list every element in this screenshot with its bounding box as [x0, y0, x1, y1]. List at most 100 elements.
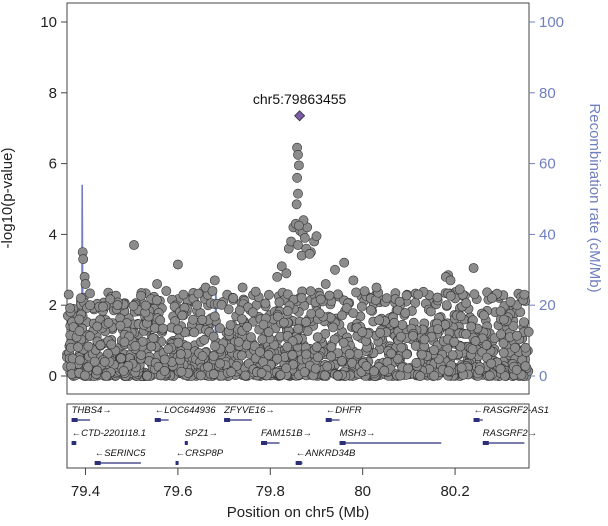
- snp-point: [275, 370, 286, 380]
- snp-point: [193, 288, 204, 299]
- snp-point: [401, 349, 412, 360]
- left-y-axis: 0 2 4 6 8 10: [40, 14, 67, 385]
- snp-point: [272, 271, 283, 282]
- snp-point: [237, 314, 247, 324]
- snp-point: [415, 371, 426, 381]
- snp-point: [159, 365, 170, 376]
- snp-point: [263, 349, 274, 360]
- snp-point: [281, 363, 292, 374]
- snp-point: [281, 268, 292, 279]
- snp-point: [159, 354, 170, 365]
- snp-point: [341, 303, 352, 313]
- y-tick-label: 8: [49, 85, 57, 102]
- snp-point: [395, 331, 406, 342]
- snp-point: [339, 257, 350, 268]
- snp-point: [233, 336, 244, 347]
- snp-point: [106, 339, 117, 350]
- plot-frame: [66, 2, 530, 395]
- gene-label: ←LOC644936: [155, 405, 216, 416]
- snp-point: [155, 315, 166, 326]
- snp-point: [163, 344, 174, 354]
- snp-point: [441, 300, 452, 310]
- snp-point: [65, 303, 75, 314]
- snp-point: [293, 160, 304, 171]
- snp-point: [225, 320, 236, 330]
- snp-point: [80, 279, 91, 289]
- snp-point: [128, 300, 139, 311]
- snp-point: [455, 311, 466, 322]
- snp-point: [151, 295, 162, 306]
- snp-point: [351, 287, 361, 298]
- snp-point: [361, 361, 372, 371]
- y-tick-label-right: 0: [539, 368, 547, 385]
- gene-label: ←CRSP8P: [176, 448, 224, 459]
- snp-point: [512, 330, 522, 341]
- snp-point: [447, 350, 458, 360]
- snp-point: [263, 289, 274, 300]
- snp-point: [467, 344, 478, 355]
- snp-point: [478, 310, 489, 321]
- snp-point: [293, 149, 303, 160]
- snp-point: [80, 370, 90, 381]
- gene-exon: [71, 418, 78, 422]
- snp-point: [523, 326, 534, 337]
- snp-point: [242, 321, 253, 332]
- snp-point: [353, 348, 364, 359]
- snp-point: [392, 353, 403, 364]
- snp-point: [326, 351, 337, 362]
- snp-point: [250, 286, 261, 297]
- gene-label: FAM151B→: [261, 428, 312, 439]
- snp-point: [432, 324, 443, 334]
- snp-point: [103, 317, 114, 328]
- snp-point: [173, 337, 184, 348]
- gene-label: ZFYVE16→: [223, 405, 275, 416]
- snp-point: [257, 334, 268, 345]
- snp-point: [216, 299, 227, 310]
- snp-point: [291, 199, 302, 210]
- snp-point: [508, 321, 519, 331]
- snp-point: [272, 353, 283, 364]
- snp-point: [189, 327, 199, 338]
- snp-point: [359, 286, 370, 296]
- snp-point: [175, 349, 186, 359]
- snp-point: [208, 331, 219, 342]
- lead-snp-layer: chr5:79863455: [253, 91, 347, 122]
- snp-point: [356, 301, 367, 312]
- snp-point: [118, 365, 129, 376]
- snp-point: [396, 342, 407, 353]
- snp-point: [116, 353, 126, 364]
- snp-point: [112, 300, 123, 310]
- snp-point: [279, 317, 289, 328]
- snp-point: [332, 370, 343, 381]
- x-tick-label: 79.6: [163, 483, 192, 500]
- snp-point: [85, 288, 95, 299]
- snp-point: [142, 370, 153, 381]
- snp-point: [287, 350, 298, 360]
- x-tick-label: 79.8: [256, 483, 285, 500]
- y-tick-label-right: 20: [539, 297, 556, 314]
- gene-label: ←ANKRD34B: [296, 448, 356, 459]
- snp-point: [282, 305, 293, 316]
- snp-point: [461, 298, 471, 308]
- snp-point: [74, 326, 85, 336]
- snp-point: [152, 279, 162, 289]
- snp-point: [320, 279, 331, 289]
- snp-point: [63, 289, 74, 300]
- snp-point: [505, 296, 516, 307]
- snp-point: [369, 366, 379, 377]
- snp-point: [310, 363, 321, 374]
- snp-point: [203, 361, 213, 372]
- snp-point: [374, 315, 385, 325]
- snp-point: [336, 356, 347, 366]
- snp-point: [140, 300, 151, 311]
- snp-point: [319, 370, 330, 381]
- snp-point: [311, 231, 322, 242]
- gene-track: THBS4→ ←LOC644936 ZFYVE16→ ←DHFR ←RASGRF2-AS…: [71, 405, 549, 465]
- snp-point: [338, 337, 349, 348]
- snp-point: [148, 333, 159, 344]
- snp-point: [495, 306, 506, 317]
- gene-track-frame: [66, 403, 530, 469]
- snp-point: [470, 336, 481, 346]
- snp-point: [486, 358, 497, 369]
- snp-point: [328, 322, 338, 333]
